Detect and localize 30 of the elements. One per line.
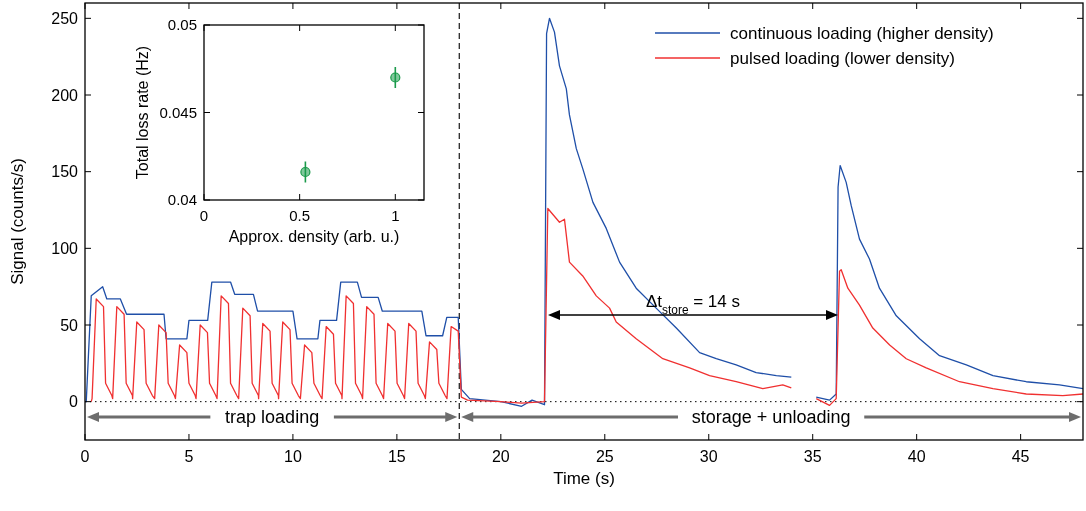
x-tick-label: 20: [491, 448, 510, 465]
x-tick-label: 25: [595, 448, 614, 465]
x-tick-label: 10: [284, 448, 302, 465]
legend-label: continuous loading (higher density): [730, 24, 994, 43]
y-tick-label: 0.04: [167, 191, 197, 209]
x-tick-label: 0: [199, 207, 209, 224]
y-axis-title: Total loss rate (Hz): [134, 45, 151, 180]
y-axis-title: Signal (counts/s): [8, 158, 27, 285]
y-tick-label: 0.05: [167, 16, 197, 34]
x-axis-title: Time (s): [553, 469, 615, 488]
x-tick-label: 30: [699, 448, 718, 465]
y-tick-label: 250: [51, 10, 79, 28]
x-tick-label: 0: [80, 448, 90, 465]
x-tick-label: 40: [907, 448, 926, 465]
y-tick-label: 200: [51, 86, 79, 104]
annotation: trap loading: [225, 407, 320, 428]
y-tick-label: 50: [60, 316, 79, 334]
x-tick-label: 35: [803, 448, 822, 465]
legend-label: pulsed loading (lower density): [730, 49, 955, 68]
y-tick-label: 100: [51, 240, 79, 258]
x-tick-label: 15: [387, 448, 406, 465]
x-tick-label: 1: [391, 207, 400, 224]
x-tick-label: 45: [1011, 448, 1030, 465]
x-tick-label: 0.5: [289, 207, 311, 224]
x-tick-label: 5: [184, 448, 194, 465]
y-tick-label: 0.045: [159, 103, 197, 121]
annotation: storage + unloading: [691, 407, 851, 428]
y-tick-label: 0: [69, 393, 79, 411]
x-axis-title: Approx. density (arb. u.): [228, 228, 400, 245]
y-tick-label: 150: [51, 163, 79, 181]
